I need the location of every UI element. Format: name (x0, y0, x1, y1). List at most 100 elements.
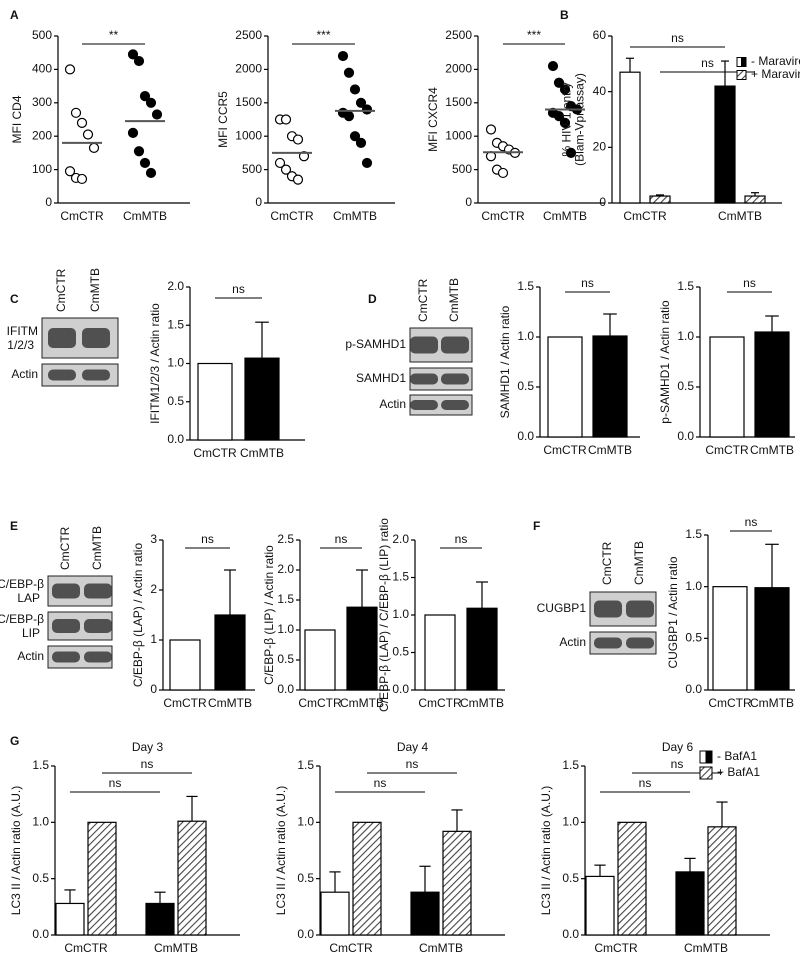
x-tick-label: CmMTB (208, 696, 252, 710)
significance-label: ns (701, 56, 714, 70)
y-tick-label: 200 (32, 128, 52, 142)
y-tick-label: 500 (242, 162, 262, 176)
data-point (274, 157, 286, 169)
blot-band (441, 373, 469, 385)
bar (649, 195, 671, 204)
data-point (139, 91, 151, 102)
data-point (139, 157, 151, 169)
y-tick-label: 0.0 (167, 432, 184, 446)
y-tick-label: 1500 (445, 95, 472, 109)
data-point (76, 117, 88, 128)
data-point (292, 174, 304, 185)
y-tick-label: 40 (593, 84, 607, 98)
significance-label: ns (671, 757, 684, 771)
blot-band (84, 583, 112, 599)
y-tick-label: 2.0 (167, 279, 184, 293)
bar (466, 607, 498, 691)
data-point (292, 134, 304, 145)
data-point (133, 146, 145, 157)
lane-label: CmMTB (88, 268, 102, 312)
y-tick-label: 1.5 (677, 279, 694, 293)
bar (244, 357, 280, 441)
blot-band (594, 637, 622, 649)
data-point (145, 167, 157, 179)
bar (585, 875, 615, 936)
panel-label: G (10, 734, 19, 748)
bar (169, 639, 201, 691)
x-tick-label: CmMTB (419, 941, 463, 955)
y-tick-label: 1.0 (167, 356, 184, 370)
x-tick-label: CmMTB (684, 941, 728, 955)
x-tick-label: CmMTB (588, 443, 632, 457)
data-point (88, 142, 100, 153)
bar (320, 891, 350, 936)
y-tick-label: 1.0 (562, 815, 579, 829)
y-tick-label: 1.5 (685, 527, 702, 541)
data-point (70, 107, 82, 118)
x-tick-label: CmMTB (154, 941, 198, 955)
blot-label: C/EBP-β (0, 577, 44, 591)
data-point (151, 109, 163, 120)
y-axis-label: C/EBP-β (LAP) / Actin ratio (131, 543, 145, 688)
significance-label: *** (316, 28, 330, 42)
panel-label: E (10, 519, 18, 533)
x-tick-label: CmCTR (270, 209, 314, 223)
legend-label: - Maraviroc (751, 54, 800, 68)
data-point (547, 60, 559, 72)
y-tick-label: 1.5 (392, 570, 409, 584)
y-tick-label: 2.0 (392, 532, 409, 546)
y-tick-label: 2500 (445, 28, 472, 42)
data-point (485, 124, 497, 135)
y-axis-label: SAMHD1 / Actin ratio (498, 305, 512, 418)
x-tick-label: CmCTR (708, 696, 752, 710)
panel-label: D (368, 292, 377, 306)
panel-label: B (560, 8, 569, 22)
significance-label: ns (109, 776, 122, 790)
y-axis-label: C/EBP-β (LAP) / C/EBP-β (LIP) ratio (377, 518, 391, 712)
bar (442, 830, 472, 936)
data-point (145, 97, 157, 108)
blot-band (441, 336, 469, 354)
blot-label: CUGBP1 (537, 601, 587, 615)
y-tick-label: 1500 (235, 95, 262, 109)
y-axis-label: LC3 II / Actin ratio (A.U.) (9, 786, 23, 915)
y-tick-label: 300 (32, 95, 52, 109)
y-tick-label: 60 (593, 28, 607, 42)
y-tick-label: 1.0 (392, 607, 409, 621)
y-tick-label: 0.5 (167, 394, 184, 408)
y-tick-label: 0.5 (392, 645, 409, 659)
y-tick-label: 0 (599, 195, 606, 209)
legend-swatch (705, 750, 713, 764)
significance-label: ** (109, 28, 119, 42)
bar (177, 820, 207, 936)
panel-label: F (533, 519, 540, 533)
data-point (133, 55, 145, 67)
y-axis-label: MFI CCR5 (216, 91, 230, 148)
blot-label: C/EBP-β (0, 612, 44, 626)
blot-label: SAMHD1 (356, 371, 406, 385)
x-tick-label: CmCTR (60, 209, 104, 223)
significance-label: ns (639, 776, 652, 790)
blot-band (82, 328, 110, 348)
data-point (298, 151, 310, 162)
bar (87, 821, 117, 936)
blot-band (84, 619, 112, 633)
significance-label: *** (527, 28, 541, 42)
bar (744, 195, 766, 204)
x-tick-label: CmCTR (329, 941, 373, 955)
y-axis-label: C/EBP-β (LIP) / Actin ratio (262, 545, 276, 685)
y-tick-label: 1 (150, 632, 157, 646)
data-point (76, 173, 88, 185)
x-tick-label: CmMTB (333, 209, 377, 223)
x-tick-label: CmMTB (750, 443, 794, 457)
blot-band (82, 369, 110, 381)
bar (675, 871, 705, 936)
bar (145, 902, 175, 936)
legend-label: + Maraviroc (751, 67, 800, 81)
chart-title: Day 6 (662, 740, 694, 754)
significance-label: ns (374, 776, 387, 790)
y-tick-label: 0.5 (32, 871, 49, 885)
significance-label: ns (745, 515, 758, 529)
